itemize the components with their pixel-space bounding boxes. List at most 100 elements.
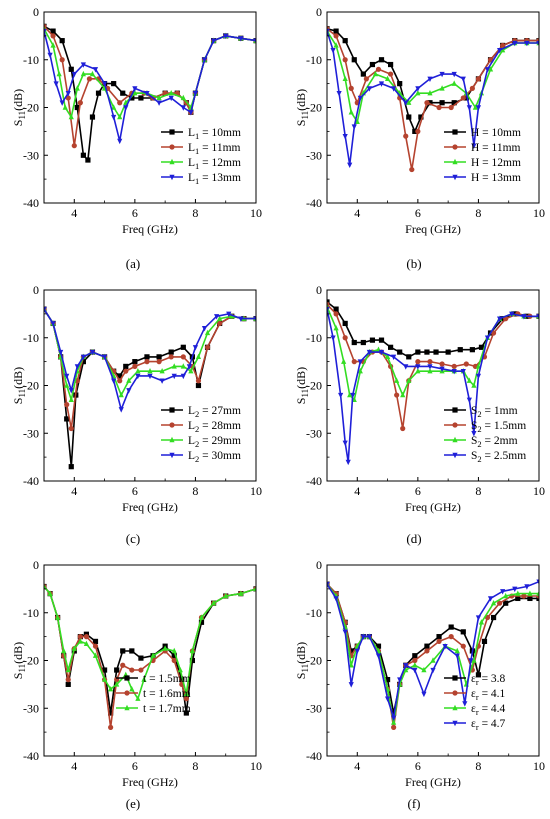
data-point bbox=[338, 392, 344, 399]
legend-swatch-marker bbox=[452, 704, 458, 711]
legend-swatch-marker bbox=[452, 174, 458, 181]
legend-swatch-marker bbox=[452, 436, 458, 443]
data-point bbox=[497, 48, 503, 54]
data-point bbox=[439, 361, 445, 367]
x-axis-label: Freq (GHz) bbox=[405, 775, 461, 789]
data-point bbox=[412, 128, 418, 134]
data-point bbox=[171, 363, 177, 369]
data-point bbox=[469, 85, 475, 91]
data-point bbox=[71, 143, 77, 149]
data-point bbox=[403, 666, 409, 673]
data-point bbox=[111, 104, 117, 110]
data-point bbox=[198, 614, 205, 620]
x-tick-label: 4 bbox=[71, 484, 77, 498]
data-point bbox=[378, 349, 385, 356]
chart-panel-3: 0 -10 -20 -30 -40 4 6 8 10 Freq (GHz) S11(dB) L2 = … bbox=[11, 283, 262, 546]
data-point bbox=[360, 634, 366, 640]
data-point bbox=[451, 363, 457, 369]
legend-label: H = 13mm bbox=[471, 172, 521, 184]
legend-label: L2 = 27mm bbox=[188, 405, 241, 419]
data-point bbox=[457, 347, 463, 353]
x-tick-label: 6 bbox=[132, 484, 138, 498]
data-point bbox=[460, 643, 466, 649]
data-point bbox=[327, 28, 330, 35]
legend-label: L1 = 12mm bbox=[188, 157, 241, 171]
data-point bbox=[454, 647, 460, 654]
y-tick-label: -40 bbox=[306, 474, 322, 488]
data-point bbox=[50, 28, 56, 34]
data-point bbox=[481, 638, 488, 644]
data-point bbox=[327, 306, 330, 313]
y-tick-label: -30 bbox=[306, 148, 322, 162]
legend: t = 1.5mm t = 1.6mm t = 1.7mm bbox=[116, 673, 191, 715]
data-point bbox=[68, 113, 74, 120]
data-point bbox=[156, 94, 162, 101]
data-point bbox=[351, 57, 357, 63]
data-point bbox=[192, 345, 199, 351]
data-point bbox=[333, 325, 339, 331]
data-point bbox=[500, 589, 506, 595]
legend-swatch-marker bbox=[452, 144, 458, 150]
legend-swatch-marker bbox=[452, 452, 458, 459]
data-point bbox=[471, 143, 477, 149]
data-point bbox=[424, 100, 430, 106]
data-point bbox=[466, 397, 472, 404]
data-point bbox=[391, 719, 397, 725]
data-point bbox=[238, 590, 244, 596]
data-point bbox=[366, 86, 372, 92]
x-tick-label: 10 bbox=[250, 206, 262, 220]
legend-label: L1 = 10mm bbox=[188, 127, 241, 141]
y-axis-label: S11(dB) bbox=[294, 89, 310, 126]
data-point bbox=[171, 653, 177, 659]
legend-label: t = 1.7mm bbox=[143, 703, 191, 715]
data-point bbox=[333, 28, 339, 34]
legend-label: t = 1.5mm bbox=[143, 673, 191, 685]
chart-panel-6: 0 -10 -20 -30 -40 4 6 8 10 Freq (GHz) S11(dB) εr = … bbox=[294, 558, 545, 811]
x-axis-label: Freq (GHz) bbox=[122, 222, 178, 236]
data-point bbox=[412, 653, 418, 659]
data-point bbox=[65, 677, 71, 683]
panel-label: (d) bbox=[406, 531, 421, 546]
legend-label: εr = 4.1 bbox=[471, 688, 506, 702]
data-point bbox=[117, 373, 123, 379]
data-point bbox=[47, 52, 53, 59]
data-point bbox=[406, 377, 412, 383]
x-tick-label: 10 bbox=[533, 484, 545, 498]
y-axis-label: S11(dB) bbox=[11, 642, 27, 679]
y-tick-label: -10 bbox=[306, 53, 322, 67]
data-point bbox=[123, 368, 129, 374]
chart-panel-5: 0 -10 -20 -30 -40 4 6 8 10 Freq (GHz) S11(dB) t = 1… bbox=[11, 558, 262, 811]
data-point bbox=[138, 655, 144, 661]
panel-label: (f) bbox=[408, 796, 421, 811]
data-point bbox=[129, 648, 135, 654]
data-point bbox=[333, 42, 339, 48]
x-axis-label: Freq (GHz) bbox=[405, 500, 461, 514]
data-point bbox=[391, 724, 397, 730]
data-point bbox=[375, 653, 382, 659]
data-point bbox=[156, 100, 162, 106]
data-point bbox=[424, 648, 430, 654]
data-point bbox=[445, 349, 451, 355]
chart-panel-4: 0 -10 -20 -30 -40 4 6 8 10 Freq (GHz) S11(dB) S2 = … bbox=[294, 283, 545, 546]
data-point bbox=[451, 71, 457, 78]
data-point bbox=[469, 347, 475, 353]
data-point bbox=[64, 382, 70, 388]
x-axis-label: Freq (GHz) bbox=[405, 222, 461, 236]
data-point bbox=[384, 75, 391, 82]
data-point bbox=[397, 349, 403, 355]
data-point bbox=[351, 124, 357, 130]
data-point bbox=[56, 70, 62, 77]
data-point bbox=[179, 677, 185, 683]
data-point bbox=[211, 600, 217, 606]
data-point bbox=[80, 359, 86, 365]
data-point bbox=[342, 335, 348, 341]
data-point bbox=[58, 349, 64, 356]
data-point bbox=[348, 109, 354, 115]
data-point bbox=[80, 70, 86, 77]
legend-swatch-marker bbox=[452, 407, 458, 413]
x-tick-label: 4 bbox=[71, 759, 77, 773]
data-point bbox=[71, 645, 77, 651]
data-point bbox=[68, 425, 74, 432]
data-point bbox=[406, 99, 412, 105]
